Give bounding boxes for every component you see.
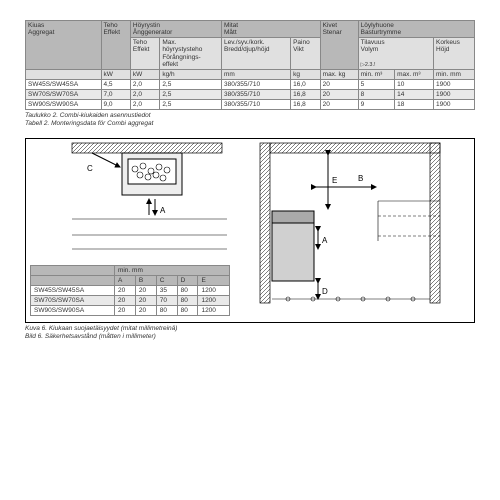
figure-caption: Kuva 6. Kiukaan suojaetäisyydet (mitat m…: [25, 325, 475, 341]
h-mitat: MitatMått: [221, 21, 320, 38]
table-cell: 20: [320, 79, 358, 89]
table-cell: 4,5: [101, 79, 130, 89]
table-cell: 20: [135, 296, 156, 306]
table-cell: 80: [177, 296, 198, 306]
table-cell: 2,0: [130, 79, 159, 89]
svg-text:A: A: [160, 206, 166, 215]
table-cell: 7,0: [101, 90, 130, 100]
svg-text:B: B: [358, 174, 363, 183]
table-cell: 16,8: [291, 90, 321, 100]
h-kivet: KivetStenar: [320, 21, 358, 70]
h-loyly: LöylyhuoneBasturtrymme: [358, 21, 474, 38]
table-cell: 18: [395, 100, 434, 110]
h-dim: Lev./syv./kork.Bredd/djup/höjd: [221, 38, 290, 70]
table-cell: 20: [135, 306, 156, 316]
table-cell: SW45S/SW45SA: [26, 79, 102, 89]
table-cell: 35: [156, 286, 177, 296]
table-cell: 20: [114, 306, 135, 316]
table-cell: 2,5: [160, 100, 222, 110]
table-cell: 1200: [198, 306, 230, 316]
table-cell: 9,0: [101, 100, 130, 110]
svg-text:E: E: [332, 176, 337, 185]
table1-caption: Taulukko 2. Combi-kiukaiden asennustiedo…: [25, 112, 475, 128]
table-cell: 20: [114, 296, 135, 306]
table-cell: 380/355/710: [221, 100, 290, 110]
table-cell: 1900: [434, 90, 475, 100]
table-cell: 70: [156, 296, 177, 306]
svg-text:A: A: [322, 236, 328, 245]
table-cell: 20: [320, 90, 358, 100]
table-cell: 8: [358, 90, 394, 100]
table-cell: 5: [358, 79, 394, 89]
table-cell: 80: [156, 306, 177, 316]
table-cell: 2,0: [130, 100, 159, 110]
h-teho: TehoEffekt: [101, 21, 130, 70]
table-cell: SW90S/SW90SA: [31, 306, 115, 316]
h-paino: PainoVikt: [291, 38, 321, 70]
h-kiuas: KiuasAggregat: [26, 21, 102, 70]
table-cell: 380/355/710: [221, 90, 290, 100]
table-cell: 16,8: [291, 100, 321, 110]
table-cell: 10: [395, 79, 434, 89]
svg-text:D: D: [322, 287, 328, 296]
table-cell: SW70S/SW70SA: [31, 296, 115, 306]
spec-table: KiuasAggregat TehoEffekt HöyrystinÅnggen…: [25, 20, 475, 110]
table-cell: 20: [114, 286, 135, 296]
clearance-table: min. mm A B C D E SW45S/SW45SA2020358012…: [30, 265, 230, 316]
h-kork: KorkeusHöjd: [434, 38, 475, 70]
table-cell: 380/355/710: [221, 79, 290, 89]
table-cell: 2,5: [160, 79, 222, 89]
table-cell: 1900: [434, 79, 475, 89]
table-cell: SW45S/SW45SA: [31, 286, 115, 296]
h-teho2: TehoEffekt: [130, 38, 159, 70]
svg-text:C: C: [87, 164, 93, 173]
table-cell: 1200: [198, 286, 230, 296]
clearance-figure: C A E B A D: [25, 138, 475, 323]
table-cell: 1900: [434, 100, 475, 110]
table-cell: 14: [395, 90, 434, 100]
table-cell: 80: [177, 306, 198, 316]
table-cell: SW90S/SW90SA: [26, 100, 102, 110]
table-cell: 20: [320, 100, 358, 110]
table-cell: 9: [358, 100, 394, 110]
table-cell: 1200: [198, 296, 230, 306]
table-cell: 20: [135, 286, 156, 296]
h-hoy: HöyrystinÅnggenerator: [130, 21, 221, 38]
table-cell: 2,5: [160, 90, 222, 100]
table-cell: 16,0: [291, 79, 321, 89]
h-max: Max.höyrystystehoFörångnings-effekt: [160, 38, 222, 70]
table-cell: SW70S/SW70SA: [26, 90, 102, 100]
table-cell: 2,0: [130, 90, 159, 100]
table-cell: 80: [177, 286, 198, 296]
